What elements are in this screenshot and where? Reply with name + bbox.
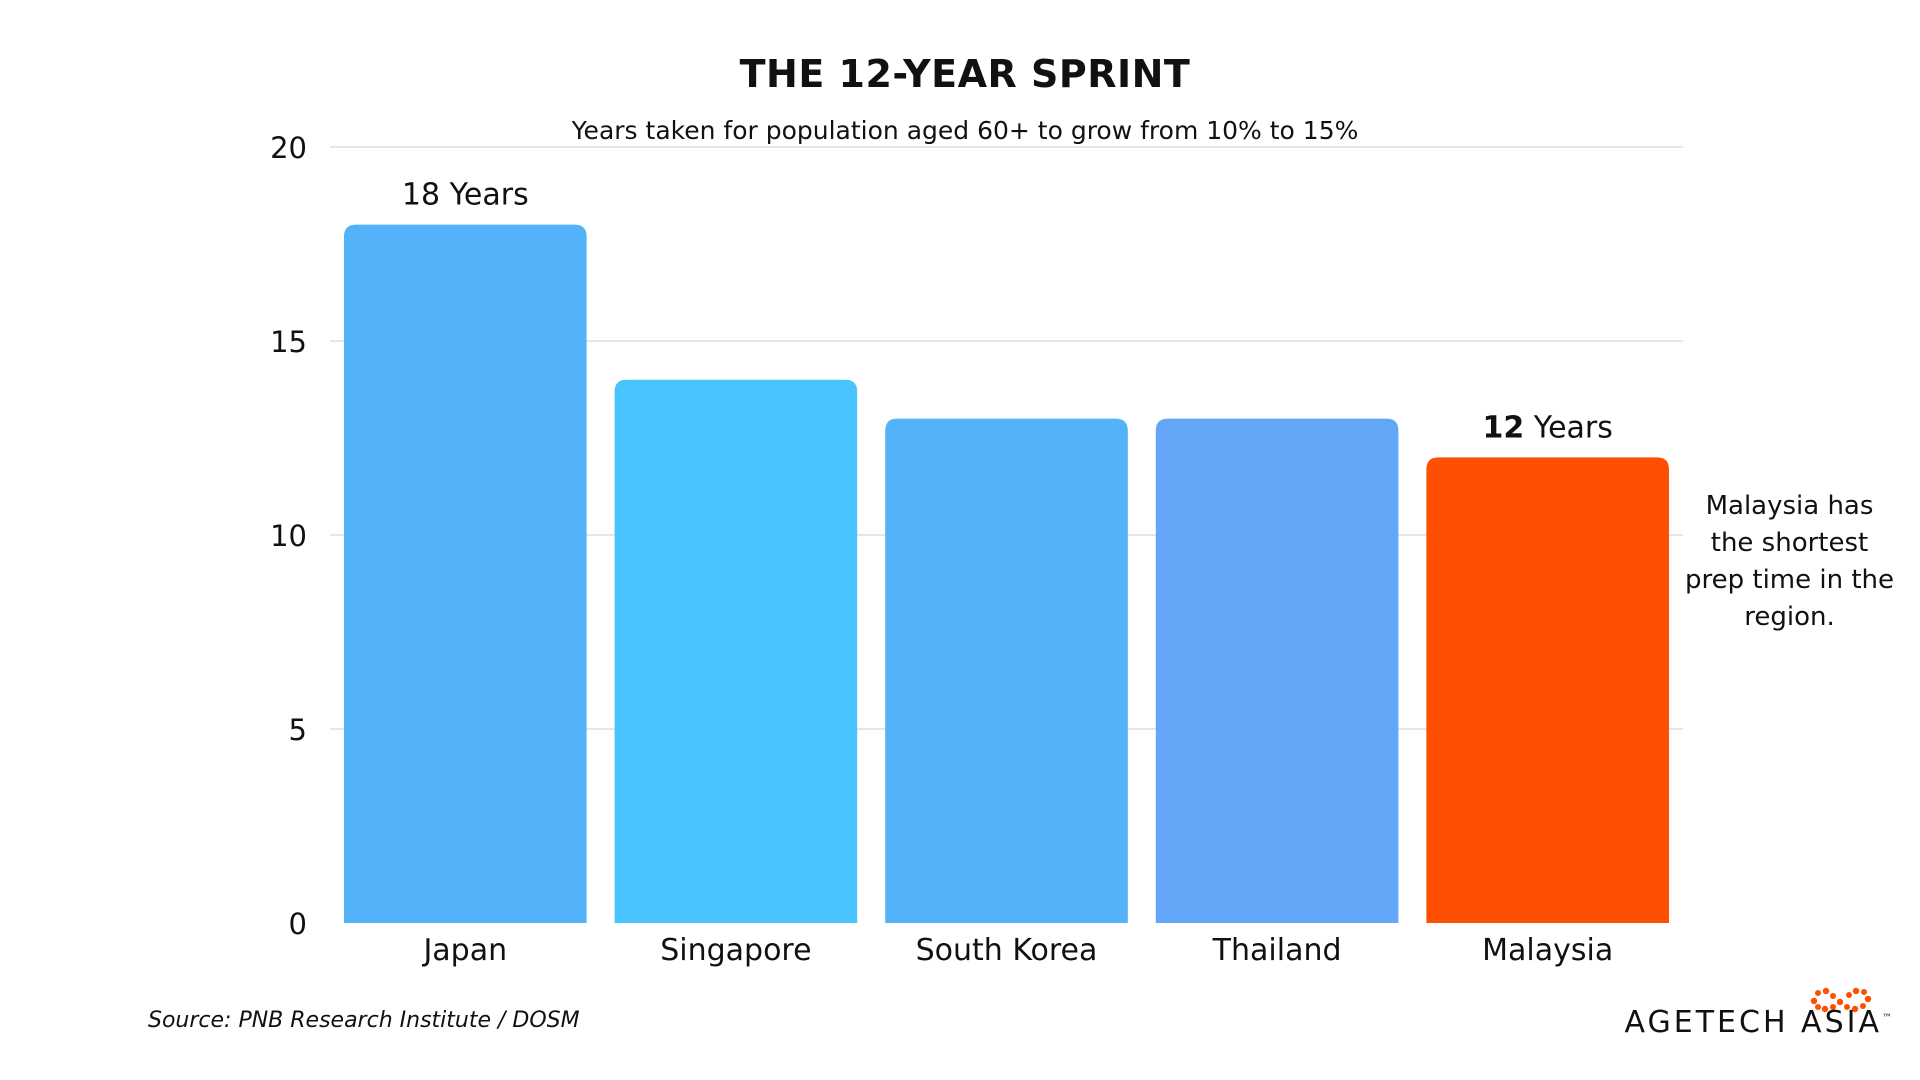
x-tick-label: Thailand — [1212, 933, 1342, 968]
bar-south-korea — [885, 418, 1128, 923]
x-tick-label: Japan — [421, 933, 507, 968]
y-tick-label: 20 — [270, 131, 307, 165]
data-label: 18 Years — [402, 178, 529, 213]
infinity-dots-icon — [1810, 987, 1872, 1013]
bar-singapore — [614, 379, 858, 923]
chart-title: THE 12-YEAR SPRINT — [739, 52, 1191, 96]
brand-name: AGETECH ASIA — [1624, 1005, 1882, 1040]
bar-japan — [344, 224, 587, 924]
x-tick-label: South Korea — [916, 933, 1098, 968]
source-note: Source: PNB Research Institute / DOSM — [148, 1008, 580, 1033]
brand-wordmark: AGETECH ASIA™ — [1625, 1005, 1892, 1040]
y-tick-label: 5 — [289, 713, 307, 747]
y-tick-label: 0 — [289, 907, 307, 941]
data-label: 12 Years — [1482, 410, 1612, 445]
y-tick-label: 10 — [270, 519, 307, 553]
x-tick-label: Malaysia — [1482, 933, 1613, 968]
malaysia-annotation: Malaysia has the shortest prep time in t… — [1684, 491, 1895, 632]
y-tick-label: 15 — [270, 325, 307, 359]
bar-malaysia — [1426, 457, 1669, 923]
brand-trademark: ™ — [1882, 1013, 1892, 1024]
bar-thailand — [1155, 418, 1399, 923]
chart-subtitle: Years taken for population aged 60+ to g… — [571, 116, 1359, 145]
x-tick-label: Singapore — [660, 933, 811, 968]
